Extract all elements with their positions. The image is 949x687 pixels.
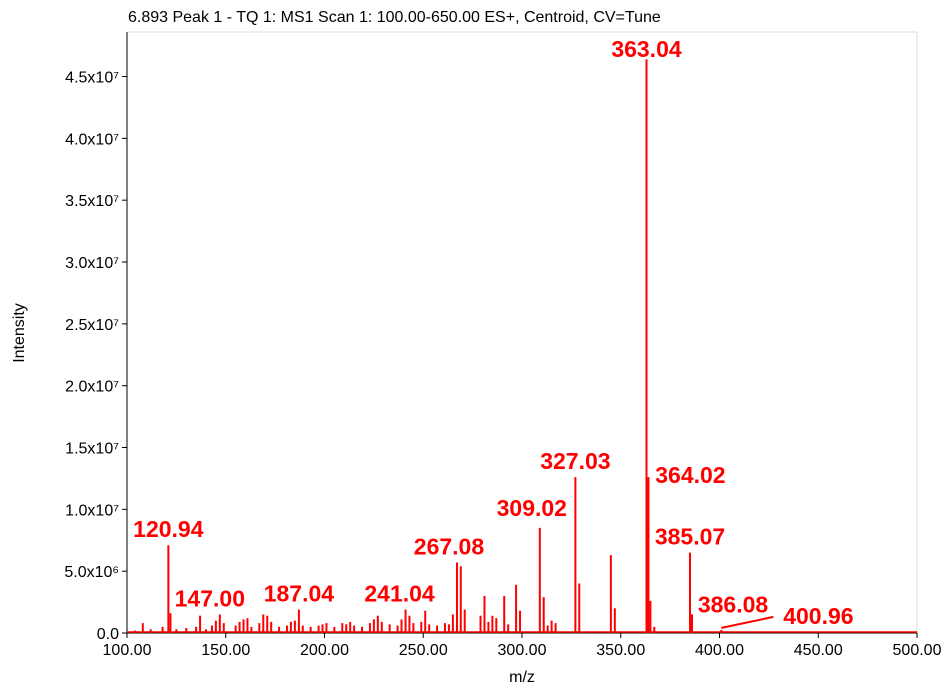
y-tick-label: 4.0x10⁷: [65, 131, 119, 148]
peak-label: 309.02: [497, 495, 567, 521]
y-tick-label: 2.0x10⁷: [65, 379, 119, 396]
x-tick-label: 100.00: [103, 642, 152, 659]
x-tick-label: 200.00: [300, 642, 349, 659]
peak-label: 364.02: [655, 462, 725, 488]
y-tick-label: 4.5x10⁷: [65, 70, 119, 87]
peak-label: 187.04: [264, 581, 335, 607]
peak-label: 385.07: [655, 524, 725, 550]
label-leader: [721, 615, 774, 629]
peak-label: 400.96: [783, 603, 853, 629]
y-tick-label: 3.5x10⁷: [65, 193, 119, 210]
x-tick-label: 450.00: [794, 642, 843, 659]
y-tick-label: 1.0x10⁷: [65, 502, 119, 519]
peak-label: 267.08: [414, 534, 485, 560]
peak-label: 327.03: [540, 448, 610, 474]
peak-label: 147.00: [175, 585, 245, 611]
peak-label: 363.04: [611, 36, 682, 62]
x-tick-label: 300.00: [498, 642, 547, 659]
y-tick-label: 1.5x10⁷: [65, 441, 119, 458]
x-tick-label: 500.00: [893, 642, 942, 659]
y-tick-label: 5.0x10⁶: [64, 564, 119, 581]
y-axis-label: Intensity: [11, 303, 28, 363]
y-tick-label: 2.5x10⁷: [65, 317, 119, 334]
x-tick-label: 250.00: [399, 642, 448, 659]
peak-label: 386.08: [698, 591, 769, 617]
y-tick-label: 3.0x10⁷: [65, 255, 119, 272]
y-tick-label: 0.0: [97, 626, 119, 643]
x-tick-label: 350.00: [596, 642, 645, 659]
x-tick-label: 400.00: [695, 642, 744, 659]
x-axis-label: m/z: [509, 669, 535, 686]
chart-title: 6.893 Peak 1 - TQ 1: MS1 Scan 1: 100.00-…: [128, 9, 661, 26]
plot-frame: [126, 31, 918, 634]
peak-label: 120.94: [133, 516, 204, 542]
x-tick-label: 150.00: [201, 642, 250, 659]
peak-label: 241.04: [364, 581, 435, 607]
